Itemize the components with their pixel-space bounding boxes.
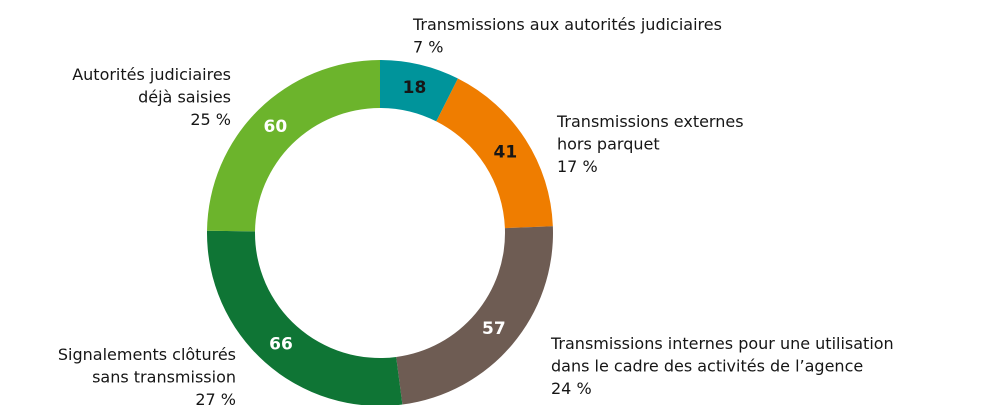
value-label: 41 <box>494 142 518 162</box>
share-label: 24 % <box>551 379 592 398</box>
category-label-line: Transmissions externes <box>556 112 744 131</box>
value-label: 60 <box>263 117 287 137</box>
donut-segment <box>396 226 553 405</box>
category-label-line: sans transmission <box>92 367 236 386</box>
donut-segment <box>207 230 403 405</box>
donut-segment <box>436 78 553 229</box>
category-label-line: Signalements clôturés <box>58 345 236 364</box>
donut-segment <box>380 60 458 122</box>
share-label: 25 % <box>190 110 231 129</box>
category-label: Transmissions internes pour une utilisat… <box>550 334 894 398</box>
value-label: 66 <box>269 334 293 354</box>
category-label: Transmissions externes hors parquet 17 % <box>556 112 744 176</box>
category-label-line: Transmissions aux autorités judiciaires <box>412 15 722 34</box>
share-label: 27 % <box>195 390 236 405</box>
share-label: 17 % <box>557 157 598 176</box>
category-label: Autorités judiciaires déjà saisies 25 % <box>72 65 231 129</box>
value-label: 57 <box>482 319 506 339</box>
share-label: 7 % <box>413 37 443 56</box>
category-label: Signalements clôturés sans transmission 27… <box>58 345 236 405</box>
category-label-line: déjà saisies <box>138 87 231 106</box>
value-label: 18 <box>403 78 427 98</box>
category-label-line: hors parquet <box>557 134 660 153</box>
category-label-line: Transmissions internes pour une utilisat… <box>550 334 894 353</box>
category-label: Transmissions aux autorités judiciaires 7… <box>412 15 722 57</box>
category-label-line: Autorités judiciaires <box>72 65 231 84</box>
donut-segment <box>207 60 380 232</box>
category-label-line: dans le cadre des activités de l’agence <box>551 356 863 375</box>
